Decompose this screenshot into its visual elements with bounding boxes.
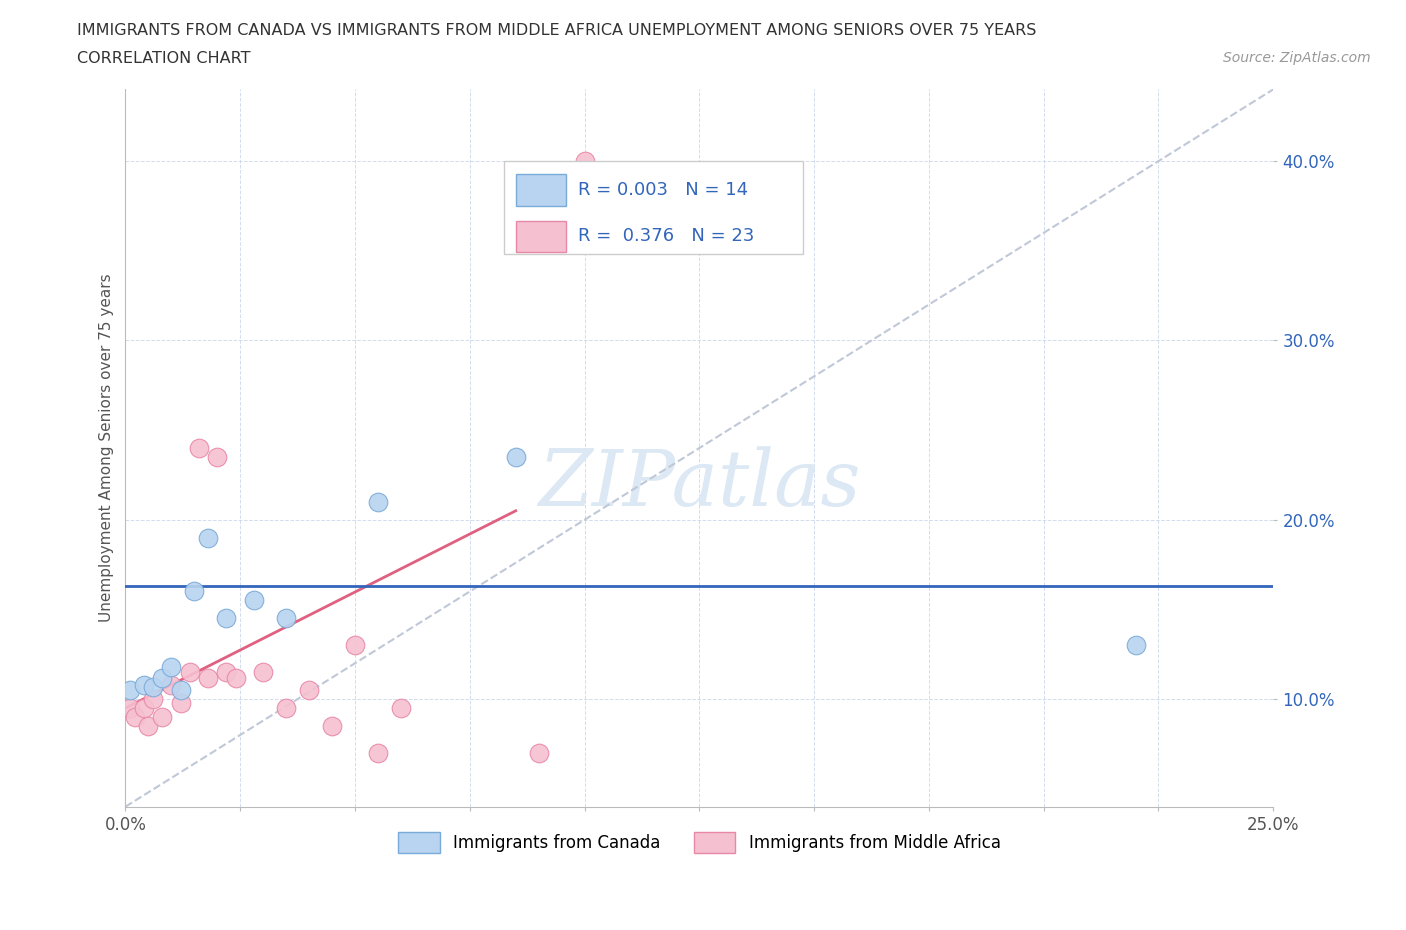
Text: Source: ZipAtlas.com: Source: ZipAtlas.com [1223, 51, 1371, 65]
Point [120, 683, 142, 698]
Text: IMMIGRANTS FROM CANADA VS IMMIGRANTS FROM MIDDLE AFRICA UNEMPLOYMENT AMONG SENIO: IMMIGRANTS FROM CANADA VS IMMIGRANTS FRO… [77, 23, 1036, 38]
Point [132, 677, 155, 692]
Point [276, 700, 298, 715]
Point [298, 683, 321, 698]
Point [527, 746, 550, 761]
Point [321, 719, 343, 734]
Point [150, 671, 173, 685]
Point [160, 659, 183, 674]
Point [215, 611, 238, 626]
Text: R = 0.003   N = 14: R = 0.003 N = 14 [578, 180, 748, 199]
Point [138, 719, 160, 734]
Point [142, 692, 165, 707]
Point [169, 696, 191, 711]
Point [574, 153, 596, 168]
Point [344, 638, 367, 653]
Text: ZIPatlas: ZIPatlas [538, 445, 860, 522]
Point [367, 495, 389, 510]
Point [150, 710, 173, 724]
Point [142, 679, 165, 694]
Point [169, 683, 191, 698]
Point [197, 530, 219, 545]
Point [120, 700, 142, 715]
Point [179, 665, 201, 680]
Point [276, 611, 298, 626]
Point [243, 593, 266, 608]
Legend: Immigrants from Canada, Immigrants from Middle Africa: Immigrants from Canada, Immigrants from … [391, 826, 1007, 859]
Point [1125, 638, 1147, 653]
Point [367, 746, 389, 761]
Point [225, 671, 247, 685]
FancyBboxPatch shape [505, 161, 803, 255]
Text: R =  0.376   N = 23: R = 0.376 N = 23 [578, 228, 754, 246]
Point [207, 449, 229, 464]
FancyBboxPatch shape [516, 174, 567, 206]
Point [389, 700, 412, 715]
Text: CORRELATION CHART: CORRELATION CHART [77, 51, 250, 66]
Point [132, 700, 155, 715]
Point [187, 441, 209, 456]
Point [183, 584, 205, 599]
Point [197, 671, 219, 685]
Point [215, 665, 238, 680]
Point [124, 710, 146, 724]
Point [505, 449, 527, 464]
Y-axis label: Unemployment Among Seniors over 75 years: Unemployment Among Seniors over 75 years [100, 273, 114, 622]
Point [252, 665, 274, 680]
FancyBboxPatch shape [516, 220, 567, 252]
Point [160, 677, 183, 692]
